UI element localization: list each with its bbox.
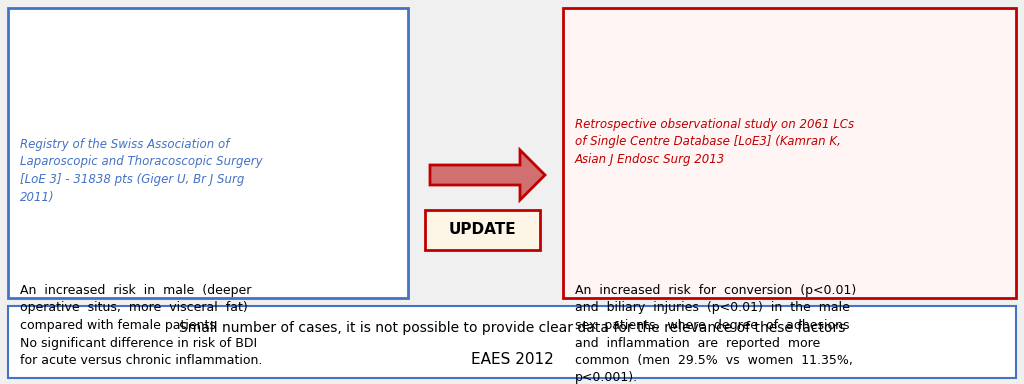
FancyBboxPatch shape — [8, 306, 1016, 378]
Text: Retrospective observational study on 2061 LCs
of Single Centre Database [LoE3] (: Retrospective observational study on 206… — [575, 118, 854, 166]
FancyBboxPatch shape — [8, 8, 408, 298]
Text: EAES 2012: EAES 2012 — [471, 353, 553, 367]
Text: Registry of the Swiss Association of
Laparoscopic and Thoracoscopic Surgery
[LoE: Registry of the Swiss Association of Lap… — [20, 138, 262, 204]
FancyBboxPatch shape — [425, 210, 540, 250]
Text: An  increased  risk  in  male  (deeper
operative  situs,  more  visceral  fat)
c: An increased risk in male (deeper operat… — [20, 284, 262, 367]
Text: Small number of cases, it is not possible to provide clear data for the relevanc: Small number of cases, it is not possibl… — [179, 321, 845, 335]
Text: An  increased  risk  for  conversion  (p<0.01)
and  biliary  injuries  (p<0.01) : An increased risk for conversion (p<0.01… — [575, 284, 856, 384]
FancyBboxPatch shape — [563, 8, 1016, 298]
Text: UPDATE: UPDATE — [449, 222, 516, 237]
Polygon shape — [430, 150, 545, 200]
